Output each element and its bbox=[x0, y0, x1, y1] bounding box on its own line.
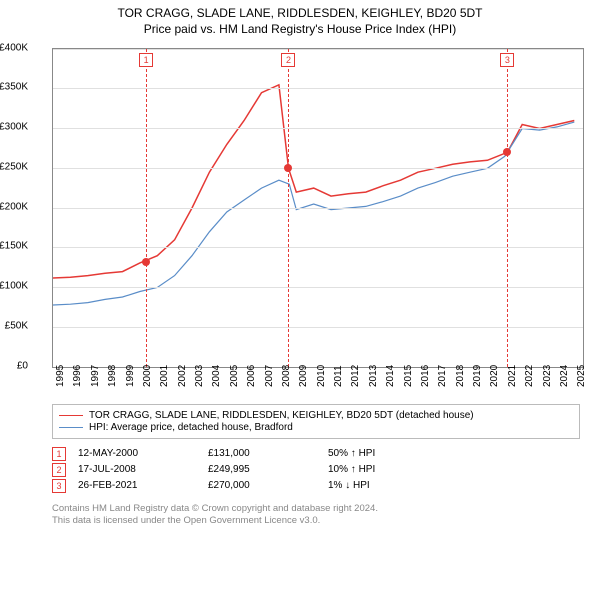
y-axis-label: £250K bbox=[0, 161, 28, 172]
chart-container: TOR CRAGG, SLADE LANE, RIDDLESDEN, KEIGH… bbox=[0, 0, 600, 590]
x-axis-label: 2006 bbox=[246, 364, 257, 386]
y-axis-label: £100K bbox=[0, 281, 28, 292]
chart-title: TOR CRAGG, SLADE LANE, RIDDLESDEN, KEIGH… bbox=[10, 6, 590, 22]
marker-dot bbox=[142, 258, 150, 266]
y-axis-label: £0 bbox=[17, 360, 28, 371]
y-axis-label: £350K bbox=[0, 82, 28, 93]
x-axis-label: 2025 bbox=[576, 364, 587, 386]
x-axis-label: 2023 bbox=[542, 364, 553, 386]
y-axis-label: £200K bbox=[0, 201, 28, 212]
x-axis-label: 2016 bbox=[420, 364, 431, 386]
x-axis-label: 2003 bbox=[194, 364, 205, 386]
sale-marker-id: 2 bbox=[52, 463, 66, 477]
x-axis-label: 2014 bbox=[385, 364, 396, 386]
marker-box: 3 bbox=[500, 53, 514, 67]
gridline bbox=[53, 327, 583, 328]
x-axis-label: 2008 bbox=[281, 364, 292, 386]
marker-vline bbox=[288, 49, 289, 367]
sale-date: 17-JUL-2008 bbox=[78, 464, 208, 475]
x-axis-label: 2022 bbox=[524, 364, 535, 386]
footnote: Contains HM Land Registry data © Crown c… bbox=[52, 503, 580, 528]
sale-diff: 50% ↑ HPI bbox=[328, 448, 448, 459]
gridline bbox=[53, 128, 583, 129]
y-axis-label: £300K bbox=[0, 122, 28, 133]
footnote-line: Contains HM Land Registry data © Crown c… bbox=[52, 503, 580, 515]
x-axis-label: 1995 bbox=[55, 364, 66, 386]
legend-item: HPI: Average price, detached house, Brad… bbox=[59, 422, 573, 433]
y-axis-label: £50K bbox=[5, 320, 28, 331]
sales-row: 2 17-JUL-2008 £249,995 10% ↑ HPI bbox=[52, 463, 580, 477]
x-axis-label: 2012 bbox=[350, 364, 361, 386]
x-axis-label: 2018 bbox=[455, 364, 466, 386]
series-line bbox=[53, 122, 574, 305]
sale-diff: 10% ↑ HPI bbox=[328, 464, 448, 475]
x-axis-label: 1998 bbox=[107, 364, 118, 386]
gridline bbox=[53, 168, 583, 169]
marker-box: 1 bbox=[139, 53, 153, 67]
gridline bbox=[53, 49, 583, 50]
chart-area: 123 £0£50K£100K£150K£200K£250K£300K£350K… bbox=[10, 40, 590, 400]
marker-dot bbox=[284, 164, 292, 172]
footnote-line: This data is licensed under the Open Gov… bbox=[52, 515, 580, 527]
x-axis-label: 2021 bbox=[507, 364, 518, 386]
x-axis-label: 2024 bbox=[559, 364, 570, 386]
sale-marker-id: 1 bbox=[52, 447, 66, 461]
x-axis-label: 1997 bbox=[90, 364, 101, 386]
gridline bbox=[53, 88, 583, 89]
sale-diff: 1% ↓ HPI bbox=[328, 480, 448, 491]
x-axis-label: 2002 bbox=[177, 364, 188, 386]
legend: TOR CRAGG, SLADE LANE, RIDDLESDEN, KEIGH… bbox=[52, 404, 580, 439]
x-axis-label: 2017 bbox=[437, 364, 448, 386]
x-axis-label: 2015 bbox=[403, 364, 414, 386]
plot-region: 1 2 3 bbox=[52, 48, 584, 368]
sales-row: 3 26-FEB-2021 £270,000 1% ↓ HPI bbox=[52, 479, 580, 493]
marker-box: 2 bbox=[281, 53, 295, 67]
x-axis-label: 2011 bbox=[333, 365, 344, 387]
x-axis-label: 2000 bbox=[142, 364, 153, 386]
legend-label: TOR CRAGG, SLADE LANE, RIDDLESDEN, KEIGH… bbox=[89, 410, 474, 421]
marker-vline bbox=[146, 49, 147, 367]
gridline bbox=[53, 208, 583, 209]
legend-label: HPI: Average price, detached house, Brad… bbox=[89, 422, 293, 433]
legend-swatch bbox=[59, 427, 83, 428]
marker-vline bbox=[507, 49, 508, 367]
sale-date: 26-FEB-2021 bbox=[78, 480, 208, 491]
x-axis-label: 2010 bbox=[316, 364, 327, 386]
x-axis-label: 2007 bbox=[264, 364, 275, 386]
x-axis-label: 2020 bbox=[489, 364, 500, 386]
x-axis-label: 2005 bbox=[229, 364, 240, 386]
x-axis-label: 1999 bbox=[125, 364, 136, 386]
x-axis-label: 1996 bbox=[72, 364, 83, 386]
marker-dot bbox=[503, 148, 511, 156]
sale-marker-id: 3 bbox=[52, 479, 66, 493]
chart-subtitle: Price paid vs. HM Land Registry's House … bbox=[10, 22, 590, 36]
x-axis-label: 2004 bbox=[211, 364, 222, 386]
series-line bbox=[53, 84, 574, 277]
y-axis-label: £400K bbox=[0, 42, 28, 53]
legend-swatch bbox=[59, 415, 83, 416]
gridline bbox=[53, 247, 583, 248]
gridline bbox=[53, 287, 583, 288]
x-axis-label: 2001 bbox=[159, 364, 170, 386]
sales-row: 1 12-MAY-2000 £131,000 50% ↑ HPI bbox=[52, 447, 580, 461]
sale-price: £249,995 bbox=[208, 464, 328, 475]
sale-price: £131,000 bbox=[208, 448, 328, 459]
x-axis-label: 2009 bbox=[298, 364, 309, 386]
sale-date: 12-MAY-2000 bbox=[78, 448, 208, 459]
legend-item: TOR CRAGG, SLADE LANE, RIDDLESDEN, KEIGH… bbox=[59, 410, 573, 421]
x-axis-label: 2019 bbox=[472, 364, 483, 386]
sales-table: 1 12-MAY-2000 £131,000 50% ↑ HPI 2 17-JU… bbox=[52, 445, 580, 495]
sale-price: £270,000 bbox=[208, 480, 328, 491]
x-axis-label: 2013 bbox=[368, 364, 379, 386]
y-axis-label: £150K bbox=[0, 241, 28, 252]
